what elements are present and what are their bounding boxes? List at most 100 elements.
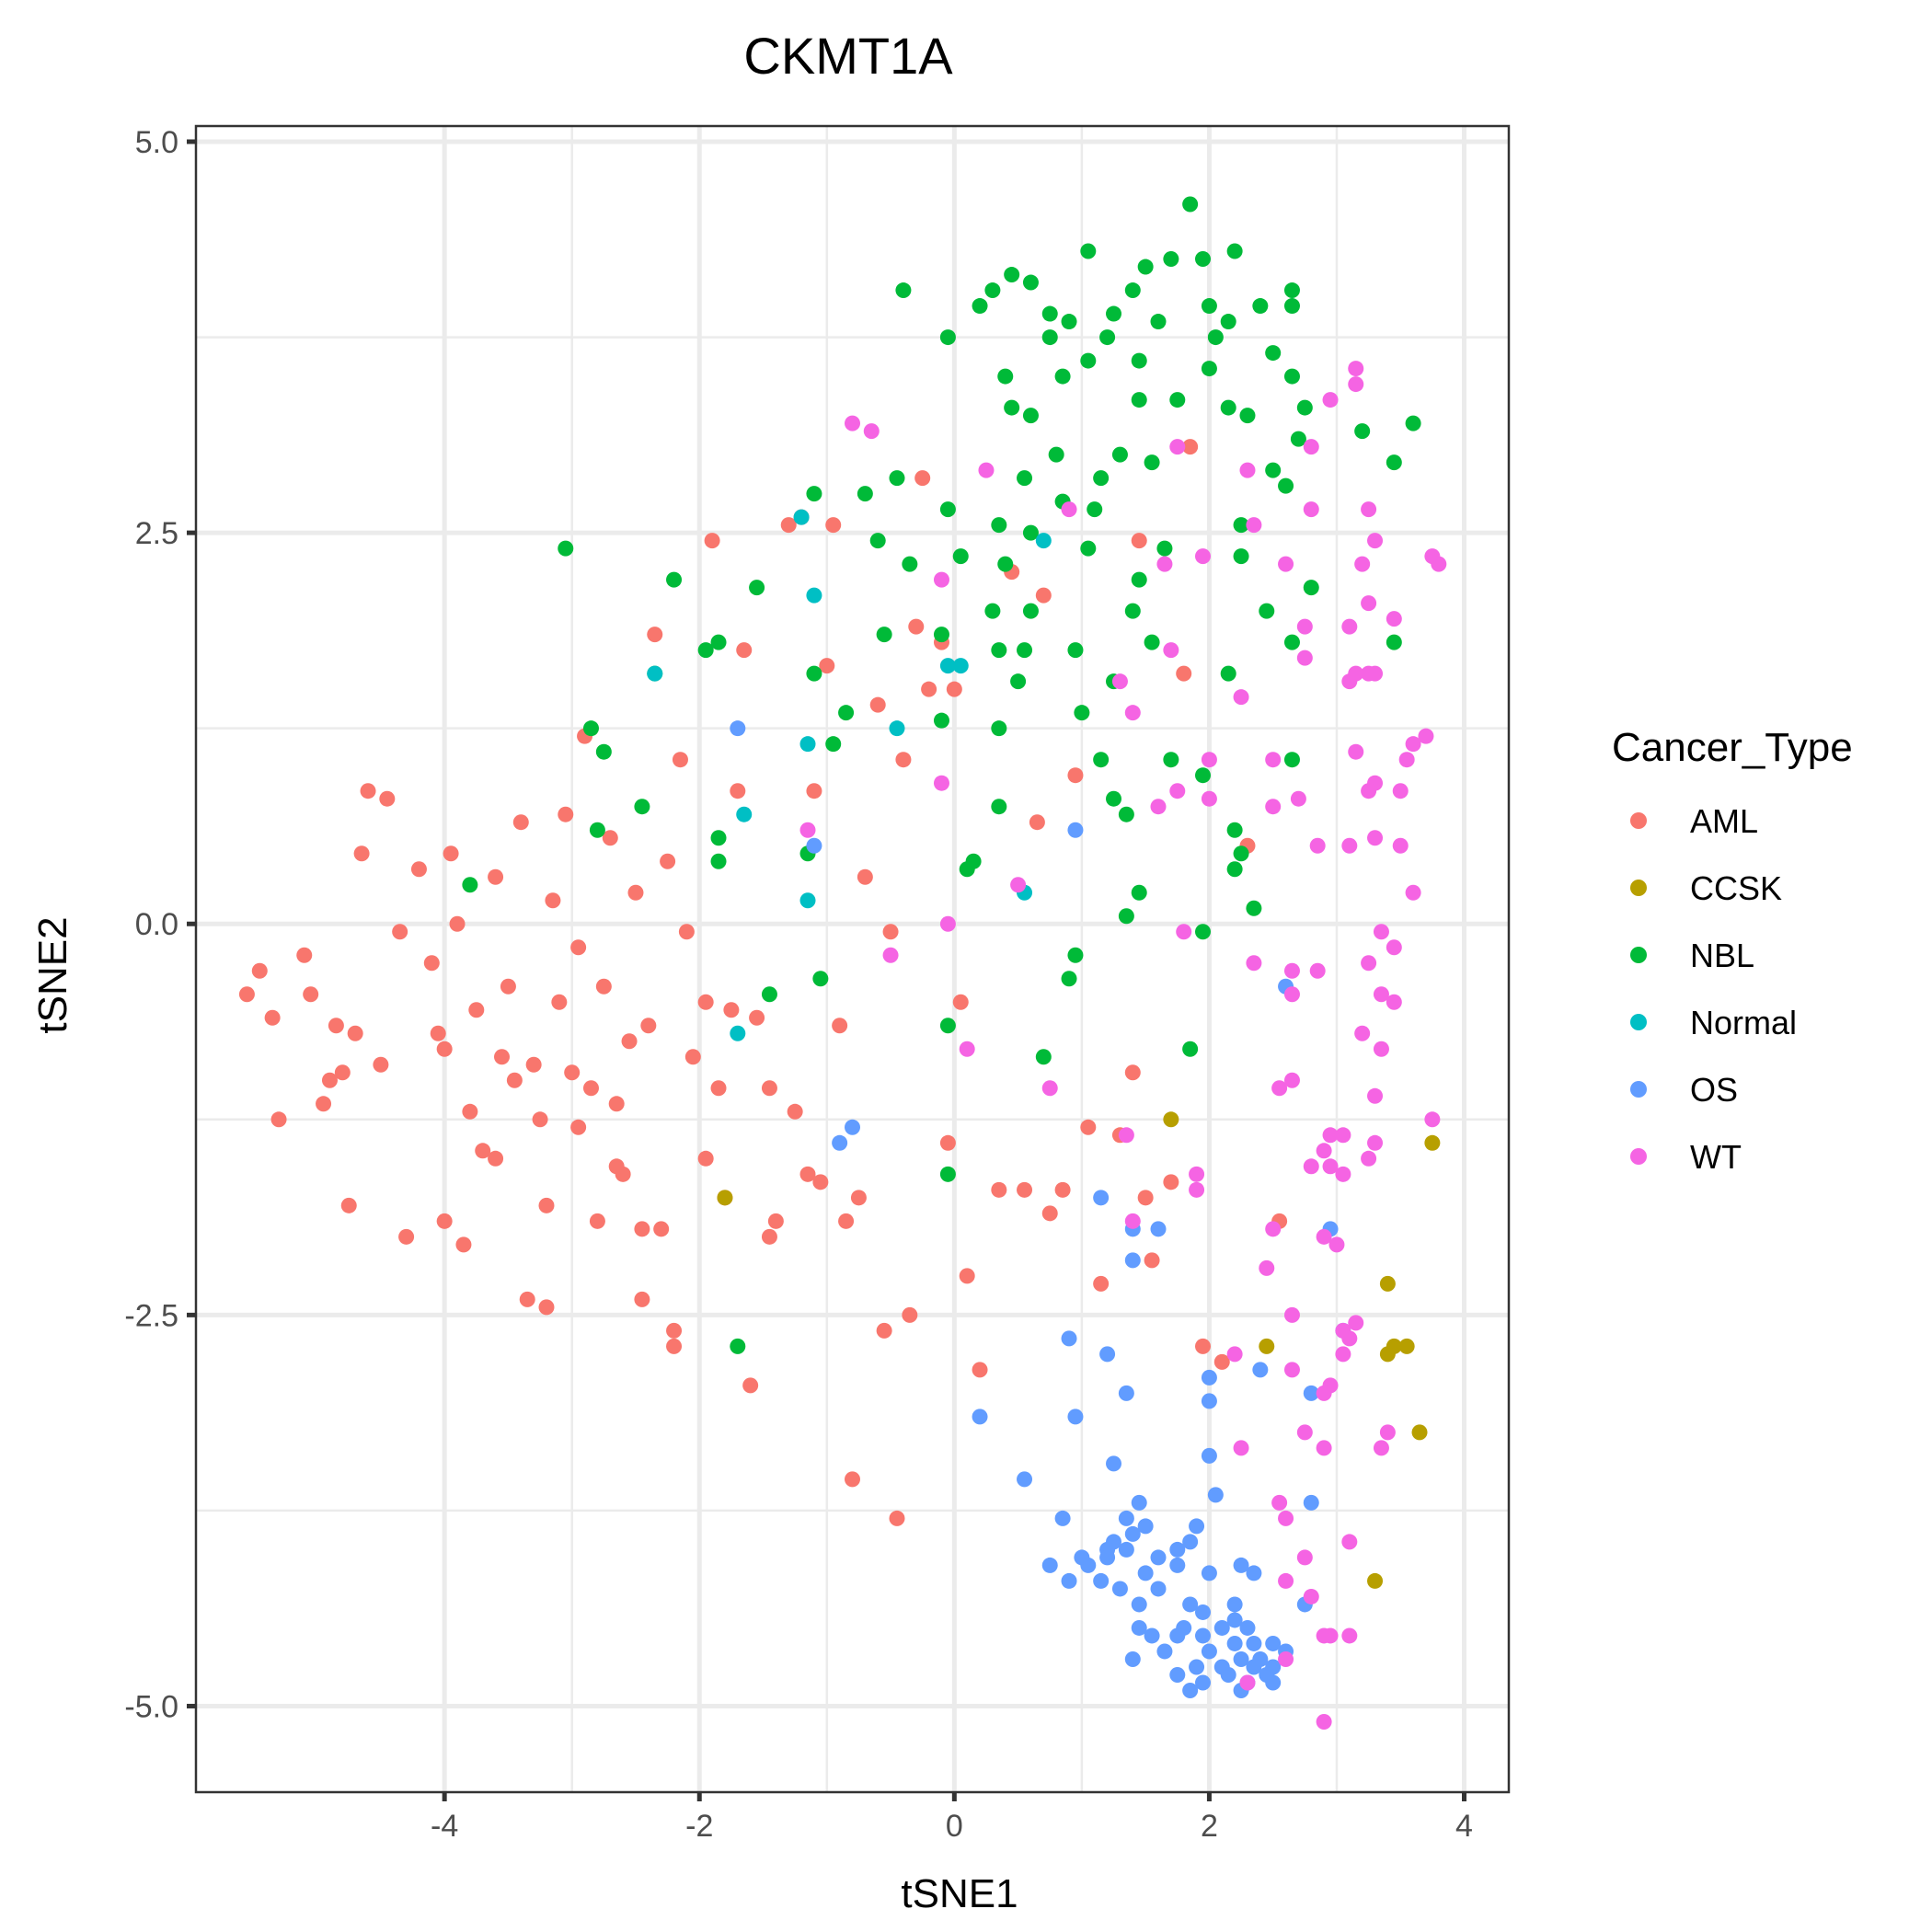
data-point-wt <box>1341 1627 1358 1644</box>
data-point-nbl <box>1226 822 1243 838</box>
data-point-wt <box>1405 884 1421 901</box>
data-point-wt <box>1265 1221 1282 1237</box>
data-point-normal <box>889 720 905 737</box>
data-point-nbl <box>462 877 478 893</box>
data-point-nbl <box>939 501 956 518</box>
data-point-nbl <box>697 642 714 659</box>
data-point-wt <box>1278 556 1294 572</box>
data-point-wt <box>1328 1236 1345 1253</box>
data-point-nbl <box>984 282 1001 299</box>
data-point-os <box>1233 1557 1249 1573</box>
data-point-wt <box>1201 752 1217 768</box>
data-point-os <box>1201 1369 1217 1386</box>
data-point-nbl <box>1233 845 1249 862</box>
data-point-aml <box>334 1064 351 1081</box>
data-point-aml <box>1093 1275 1110 1292</box>
data-point-wt <box>1271 1080 1288 1097</box>
data-point-aml <box>462 1103 478 1120</box>
data-point-os <box>1182 1534 1199 1550</box>
data-point-wt <box>1283 1362 1300 1378</box>
data-point-os <box>1061 1572 1077 1589</box>
data-point-wt <box>1335 1166 1351 1182</box>
data-point-nbl <box>1093 470 1110 487</box>
data-point-os <box>1080 1557 1097 1573</box>
data-point-aml <box>946 681 962 697</box>
data-point-aml <box>506 1072 523 1088</box>
data-point-aml <box>270 1111 287 1128</box>
data-point-nbl <box>1194 924 1211 940</box>
data-point-wt <box>1348 376 1364 393</box>
data-point-nbl <box>634 799 650 815</box>
data-point-aml <box>640 1018 657 1034</box>
data-point-wt <box>1163 642 1179 659</box>
data-point-aml <box>602 830 618 846</box>
legend: Cancer_Type AML CCSK NBL Normal OS WT <box>1612 725 1853 1176</box>
data-point-wt <box>1041 1080 1058 1097</box>
data-point-aml <box>455 1236 472 1253</box>
data-point-aml <box>1137 1190 1154 1206</box>
data-point-nbl <box>939 329 956 346</box>
data-point-nbl <box>1265 345 1282 362</box>
data-point-normal <box>952 658 969 674</box>
data-point-nbl <box>1004 267 1020 283</box>
data-point-os <box>1124 1525 1141 1542</box>
data-point-nbl <box>1233 548 1249 565</box>
data-point-aml <box>551 994 568 1010</box>
data-point-nbl <box>1124 603 1141 619</box>
data-point-os <box>1201 1643 1217 1660</box>
data-point-wt <box>1176 924 1192 940</box>
data-point-ccsk <box>1367 1572 1384 1589</box>
data-point-aml <box>449 915 466 932</box>
data-point-nbl <box>1201 298 1217 315</box>
data-point-aml <box>742 1377 759 1394</box>
data-point-nbl <box>1061 314 1077 330</box>
data-point-wt <box>1386 611 1402 627</box>
data-point-nbl <box>1283 634 1300 650</box>
data-point-aml <box>1163 1174 1179 1190</box>
data-point-wt <box>1373 924 1389 940</box>
data-point-wt <box>1246 955 1262 972</box>
data-point-aml <box>761 1080 777 1097</box>
data-point-normal <box>736 806 753 822</box>
data-point-nbl <box>1163 752 1179 768</box>
data-point-aml <box>819 658 835 674</box>
data-point-nbl <box>749 580 765 596</box>
panel-border <box>194 124 1511 1794</box>
data-point-wt <box>1392 837 1409 854</box>
data-point-nbl <box>857 486 873 502</box>
data-point-aml <box>647 627 663 643</box>
data-point-nbl <box>1010 673 1027 690</box>
data-point-aml <box>889 1510 905 1526</box>
data-point-wt <box>1290 790 1306 807</box>
data-point-nbl <box>1283 752 1300 768</box>
data-point-wt <box>1405 736 1421 753</box>
data-point-nbl <box>761 986 777 1003</box>
data-point-nbl <box>1405 415 1421 431</box>
data-point-wt <box>1118 1127 1134 1144</box>
data-point-os <box>1169 1627 1186 1644</box>
data-point-wt <box>1316 1440 1332 1456</box>
data-point-nbl <box>1017 470 1033 487</box>
data-point-os <box>730 720 746 737</box>
data-point-aml <box>627 884 644 901</box>
data-point-os <box>1017 1471 1033 1488</box>
data-point-wt <box>1322 1627 1339 1644</box>
data-point-nbl <box>1111 446 1128 463</box>
data-point-nbl <box>1283 282 1300 299</box>
data-point-os <box>1213 1619 1230 1636</box>
legend-key-os <box>1630 1081 1647 1098</box>
data-point-aml <box>723 1002 740 1018</box>
data-point-wt <box>1316 1143 1332 1159</box>
legend-label-os: OS <box>1690 1071 1738 1109</box>
x-axis-title: tSNE1 <box>901 1871 1018 1916</box>
data-point-aml <box>684 1049 701 1065</box>
data-point-wt <box>1354 1025 1371 1041</box>
data-point-nbl <box>991 517 1007 534</box>
data-point-aml <box>736 642 753 659</box>
data-point-wt <box>1303 1588 1319 1604</box>
data-point-aml <box>634 1291 650 1307</box>
data-point-ccsk <box>1163 1111 1179 1128</box>
data-point-nbl <box>1022 603 1039 619</box>
data-point-os <box>1265 1674 1282 1691</box>
